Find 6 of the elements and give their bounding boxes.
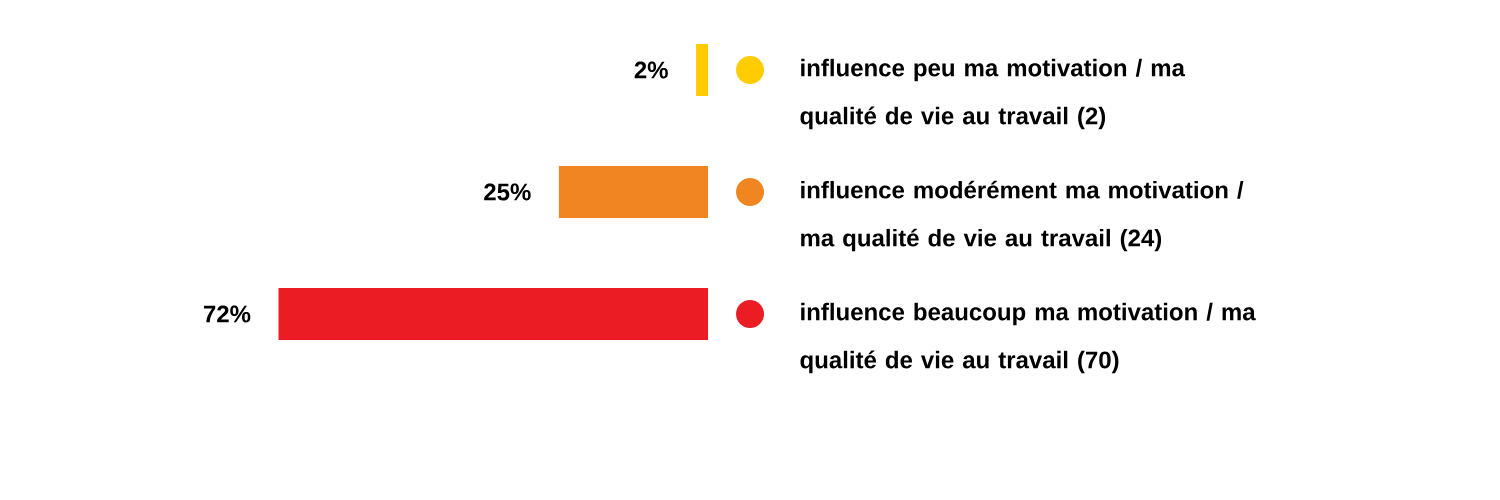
data-label: 72% xyxy=(203,305,251,323)
data-label: 25% xyxy=(484,183,531,201)
category-label: influence modérément ma motivation / ma qualité de vie au travail (24) xyxy=(801,180,1244,252)
y-tick-label: influence peu ma motivation / ma qualité de vie au travail (2) xyxy=(800,58,1186,130)
y-tick-label: influence beaucoup ma motivation / ma qualité de vie au travail (70) xyxy=(800,302,1256,374)
data-label: 2% xyxy=(634,61,668,79)
